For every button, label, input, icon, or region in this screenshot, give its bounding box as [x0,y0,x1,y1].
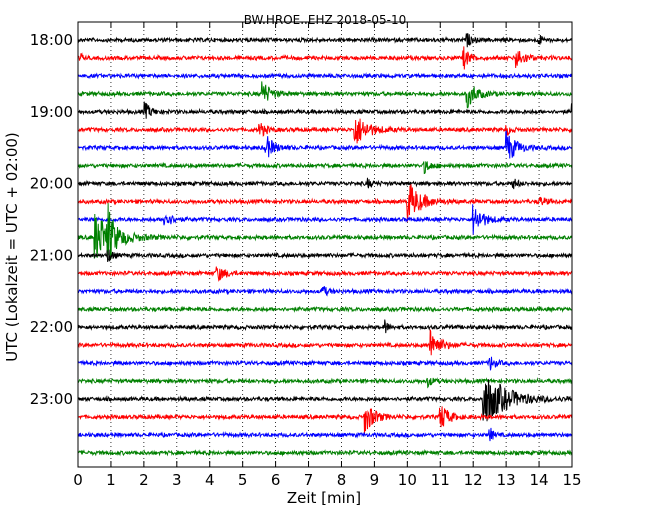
seismic-trace [77,356,573,371]
seismic-trace [77,203,573,261]
y-tick-label: 20:00 [30,175,73,193]
x-tick-label: 4 [205,471,215,489]
y-tick-label: 23:00 [30,390,73,408]
x-tick-label: 0 [73,471,83,489]
seismic-trace [77,305,573,314]
x-tick-label: 2 [139,471,149,489]
seismic-trace [77,130,573,159]
seismic-trace [77,46,573,70]
x-tick-label: 3 [172,471,182,489]
seismic-trace [77,406,573,435]
seismic-trace [77,249,573,262]
x-tick-label: 12 [464,471,483,489]
seismic-trace [77,118,573,144]
x-tick-label: 1 [106,471,116,489]
seismic-trace [77,266,573,282]
seismic-trace [77,448,573,457]
seismic-trace [77,101,573,119]
x-tick-label: 9 [370,471,380,489]
seismic-trace [77,379,573,422]
tick-layer: 0 1 2 3 4 5 6 7 8 9 10 11 12 13 14 1518:0019:0020:0021:… [30,22,582,489]
seismic-trace [77,427,573,442]
x-tick-label: 14 [530,471,549,489]
x-tick-label: 13 [497,471,516,489]
seismic-trace [77,319,573,334]
y-tick-label: 21:00 [30,246,73,264]
x-tick-label: 8 [337,471,347,489]
trace-layer [77,33,573,457]
y-axis-label: UTC (Lokalzeit = UTC + 02:00) [3,132,21,362]
y-tick-label: 22:00 [30,318,73,336]
chart-title: BW.HROE..EHZ 2018-05-10 [244,13,407,27]
x-tick-label: 6 [271,471,281,489]
seismic-trace [77,204,573,235]
x-tick-label: 7 [304,471,314,489]
seismic-trace [77,160,573,175]
x-tick-label: 5 [238,471,248,489]
seismic-trace [77,177,573,190]
x-tick-label: 15 [562,471,581,489]
x-axis-label: Zeit [min] [287,489,361,507]
seismic-trace [77,72,573,80]
seismic-trace [77,81,573,109]
seismic-trace [77,377,573,389]
x-tick-label: 11 [431,471,450,489]
x-tick-label: 10 [398,471,417,489]
plot-frame [77,21,573,468]
seismic-trace [77,184,573,222]
seismic-trace [77,329,573,356]
y-tick-label: 19:00 [30,103,73,121]
seismic-trace [77,33,573,48]
seismic-trace [77,286,573,297]
y-tick-label: 18:00 [30,31,73,49]
